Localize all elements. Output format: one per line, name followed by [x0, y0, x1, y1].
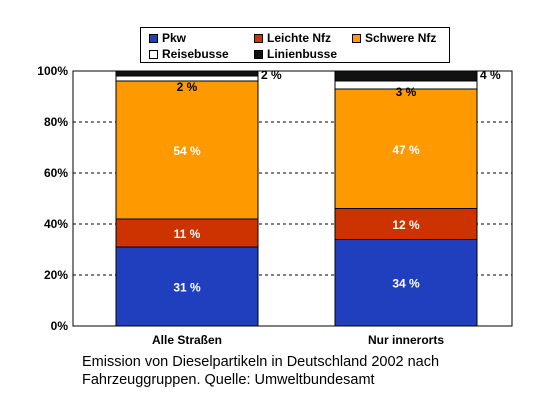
- legend-label-linienbusse: Linienbusse: [267, 47, 338, 61]
- legend-item-pkw: Pkw: [149, 31, 186, 45]
- bars: [115, 70, 478, 327]
- data-label-reisebusse: 2 %: [177, 80, 198, 94]
- legend-item-reisebusse: Reisebusse: [149, 47, 229, 61]
- legend: Pkw Leichte Nfz Schwere Nfz Reisebusse L…: [140, 27, 450, 63]
- y-tick-label: 60%: [44, 166, 68, 180]
- data-label-leichte-nfz: 12 %: [392, 218, 420, 232]
- data-label-leichte-nfz: 11 %: [174, 227, 201, 241]
- legend-label-pkw: Pkw: [162, 31, 187, 45]
- caption-line-1: Emission von Dieselpartikeln in Deutschl…: [82, 354, 440, 370]
- y-tick-label: 0%: [51, 319, 69, 333]
- legend-swatch-linienbusse: [254, 49, 263, 59]
- chart-caption: Emission von Dieselpartikeln in Deutschl…: [82, 353, 542, 389]
- data-labels: 31 % 11 % 54 % 2 % 2 % 34 % 12 % 47 % 3 % 4 %: [173, 68, 501, 294]
- x-category-label: Nur innerorts: [368, 333, 444, 347]
- legend-swatch-pkw: [149, 33, 158, 43]
- plot-frame: [72, 70, 513, 327]
- y-tick-labels: 0% 20% 40% 60% 80% 100%: [37, 64, 68, 333]
- data-label-schwere-nfz: 54 %: [173, 144, 201, 158]
- legend-swatch-schwere-nfz: [352, 33, 361, 43]
- data-label-pkw: 34 %: [392, 277, 420, 291]
- data-label-schwere-nfz: 47 %: [392, 143, 420, 157]
- x-category-labels: Alle Straßen Nur innerorts: [152, 333, 444, 347]
- data-label-linienbusse: 2 %: [261, 68, 282, 82]
- data-label-pkw: 31 %: [173, 280, 201, 294]
- bar-segment-linienbusse: [334, 70, 478, 82]
- bar-segment-schwere-nfz: [334, 88, 478, 210]
- legend-label-leichte-nfz: Leichte Nfz: [267, 31, 332, 45]
- legend-swatch-leichte-nfz: [254, 33, 263, 43]
- y-tick-label: 20%: [44, 268, 68, 282]
- data-label-linienbusse: 4 %: [480, 68, 501, 82]
- legend-label-reisebusse: Reisebusse: [162, 47, 229, 61]
- legend-swatch-reisebusse: [149, 49, 158, 59]
- bar-segment-leichte-nfz: [334, 208, 478, 240]
- x-category-label: Alle Straßen: [152, 333, 222, 347]
- legend-item-leichte-nfz: Leichte Nfz: [254, 31, 331, 45]
- bar-segment-linienbusse: [115, 70, 259, 77]
- y-tick-label: 40%: [44, 217, 68, 231]
- y-tick-label: 100%: [37, 64, 68, 78]
- legend-label-schwere-nfz: Schwere Nfz: [365, 31, 437, 45]
- data-label-reisebusse: 3 %: [396, 85, 417, 99]
- legend-item-linienbusse: Linienbusse: [254, 47, 337, 61]
- y-tick-label: 80%: [44, 115, 68, 129]
- bar-segment-leichte-nfz: [115, 218, 259, 248]
- legend-item-schwere-nfz: Schwere Nfz: [352, 31, 436, 45]
- caption-line-2: Fahrzeuggruppen. Quelle: Umweltbundesamt: [82, 372, 375, 388]
- plot-area-border: [72, 70, 513, 327]
